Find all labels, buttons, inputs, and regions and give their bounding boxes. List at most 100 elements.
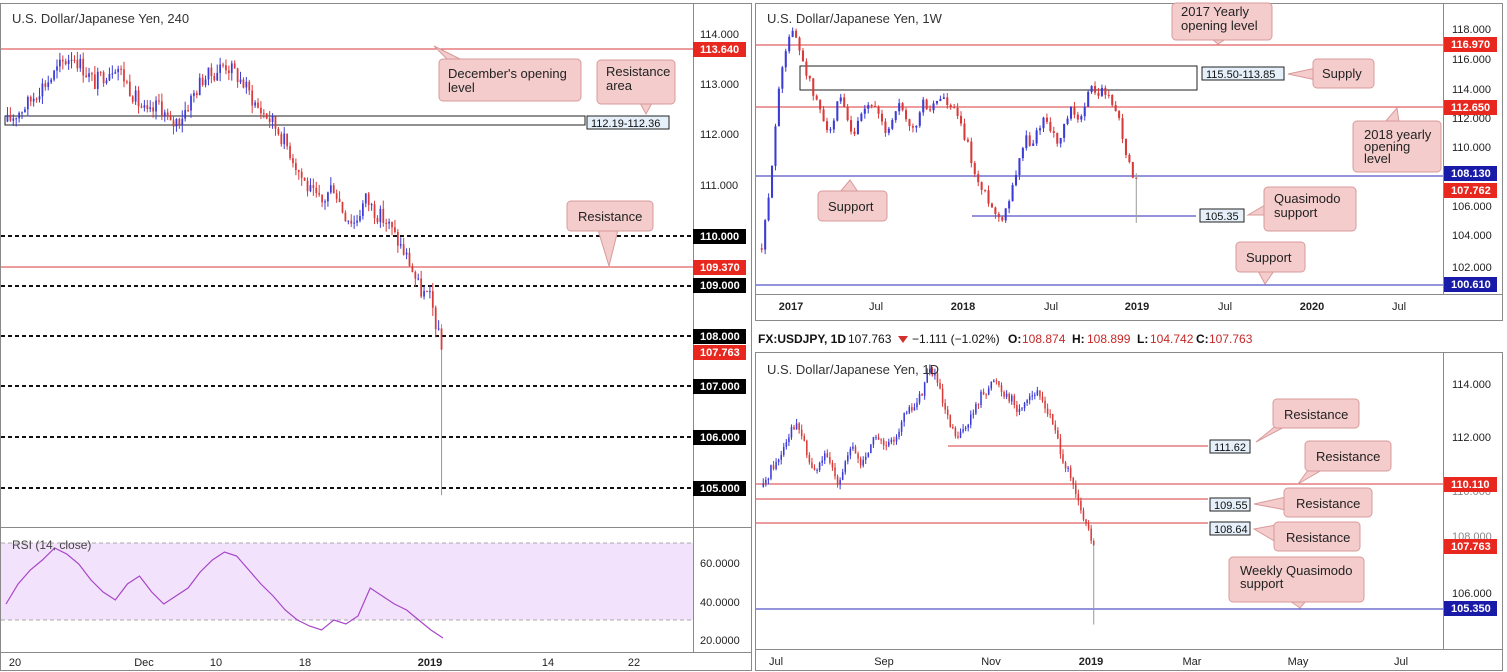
- h4-callout-resistance-text: Resistance: [578, 209, 642, 224]
- d1-candle-body: [880, 439, 882, 441]
- h4-candle-body: [67, 60, 70, 65]
- w1-callout-supply-text: Supply: [1322, 66, 1362, 81]
- h4-candle-body: [227, 70, 230, 74]
- w1-candle-body: [911, 126, 914, 128]
- w1-candle-body: [836, 101, 839, 121]
- d1-candle-body: [1072, 477, 1074, 485]
- d1-header: FX:USDJPY, 1D 107.763 −1.111 (−1.02%) O:…: [758, 332, 1253, 346]
- h4-candle-body: [204, 79, 207, 85]
- w1-x-tick: 2020: [1300, 301, 1324, 313]
- w1-tag-108130: 108.130: [1451, 168, 1491, 180]
- d1-callout-resistance-4-text: Resistance: [1286, 530, 1350, 545]
- w1-candle-body: [877, 107, 880, 114]
- h4-candle-body: [24, 109, 26, 113]
- d1-zone-label-109-55: 109.55: [1214, 500, 1248, 512]
- d1-x-tick: Sep: [874, 656, 894, 668]
- h4-candle-body: [163, 112, 166, 116]
- w1-zone-label-box: [1201, 66, 1285, 81]
- d1-candle-body: [854, 446, 857, 454]
- w1-candle-body: [1028, 135, 1031, 146]
- h4-tag-106000: 106.000: [700, 432, 740, 444]
- h4-candle-body: [114, 72, 117, 74]
- w1-tag-107762-bg: [1444, 183, 1497, 198]
- h4-candle-body: [178, 118, 181, 125]
- d1-candle-body: [964, 427, 967, 430]
- w1-y-tick: 102.000: [1452, 262, 1492, 274]
- h4-candle-body: [338, 198, 341, 202]
- d1-candle-body: [795, 423, 798, 430]
- d1-callout-resistance-3: Resistance: [1253, 487, 1373, 518]
- w1-callout-supply: Supply: [1287, 58, 1375, 89]
- d1-callout-resistance-3-text: Resistance: [1296, 496, 1360, 511]
- w1-callout-2017-yearly-box: [1171, 2, 1273, 41]
- w1-candle-body: [1111, 94, 1114, 106]
- w1-callout-support-left-pointer: [838, 179, 859, 193]
- h4-zone-box: [4, 115, 586, 126]
- h4-callout-resistance-area-line2: area: [606, 78, 633, 93]
- d1-callout-weekly-qm-line1: Weekly Quasimodo: [1240, 563, 1352, 578]
- d1-candle-body: [890, 439, 893, 442]
- h4-candle-body: [44, 83, 47, 87]
- h4-candle-body: [271, 116, 274, 122]
- h4-callout-resistance-area-box: [596, 59, 676, 105]
- d1-candle-body: [939, 382, 941, 389]
- h4-candle-body: [315, 187, 318, 194]
- d1-candle-body: [969, 414, 972, 425]
- h4-candle-body: [440, 328, 443, 350]
- h4-candle-body: [370, 204, 373, 206]
- d1-candle-body: [908, 407, 911, 413]
- d1-x-tick: Jul: [769, 656, 783, 668]
- d1-candle-body: [803, 436, 806, 441]
- h4-candle-body: [359, 216, 361, 221]
- d1-candle-body: [911, 407, 913, 411]
- d1-zone-label-box: [1209, 497, 1251, 512]
- d1-candle-body: [1075, 484, 1077, 494]
- d1-candle-body: [1057, 430, 1059, 439]
- h4-candle-body: [61, 59, 64, 62]
- h4-tag-105000: 105.000: [700, 483, 740, 495]
- w1-levels: [756, 44, 1443, 286]
- w1-x-tick: Jul: [869, 301, 883, 313]
- d1-candle-body: [1023, 402, 1026, 409]
- h4-callout-decembers-opening-box: [438, 58, 582, 102]
- w1-candle-body: [956, 107, 959, 116]
- h4-candle-body: [306, 180, 309, 192]
- w1-candle-body: [1121, 118, 1124, 139]
- h4-candle-body: [350, 220, 353, 224]
- h4-tag-108000: 108.000: [700, 331, 740, 343]
- d1-candle-body: [849, 448, 852, 456]
- h4-candle-body: [262, 113, 265, 115]
- h4-candles: [6, 51, 443, 496]
- d1-candle-body: [903, 413, 905, 422]
- w1-supply-zone: [799, 65, 1198, 91]
- w1-callout-2018-yearly-line3: level: [1364, 151, 1391, 166]
- w1-candle-body: [980, 182, 983, 190]
- d1-candle-body: [844, 461, 847, 473]
- w1-candle-body: [1083, 106, 1086, 117]
- h4-candle-body: [93, 74, 96, 89]
- h4-callout-resistance: Resistance: [566, 200, 654, 268]
- d1-tag-110110-bg: [1444, 477, 1497, 492]
- w1-tag-108130-bg: [1444, 166, 1497, 181]
- w1-candle-body: [822, 109, 825, 122]
- w1-zone-label-qm: 105.35: [1205, 211, 1239, 223]
- h4-tag-105000-bg: [693, 481, 746, 496]
- w1-candle-body: [777, 88, 780, 127]
- w1-candle-body: [1066, 118, 1069, 124]
- d1-candle-body: [954, 428, 957, 437]
- h4-candle-body: [198, 77, 201, 96]
- h4-candle-body: [38, 96, 41, 100]
- d1-candle-body: [826, 453, 829, 458]
- panel-frames: [0, 3, 1503, 671]
- h4-candle-body: [265, 113, 268, 119]
- w1-candle-body: [884, 121, 887, 133]
- d1-candle-body: [872, 437, 875, 445]
- d1-candle-body: [1046, 408, 1049, 415]
- h4-rsi-y-tick: 60.0000: [700, 558, 740, 570]
- d1-zone-label-108-64: 108.64: [1214, 524, 1248, 536]
- w1-callout-quasimodo-line1: Quasimodo: [1274, 191, 1340, 206]
- d1-candle-body: [770, 465, 772, 479]
- w1-callout-quasimodo-line2: support: [1274, 205, 1318, 220]
- w1-candle-body: [770, 165, 774, 198]
- h4-candle-body: [117, 68, 120, 73]
